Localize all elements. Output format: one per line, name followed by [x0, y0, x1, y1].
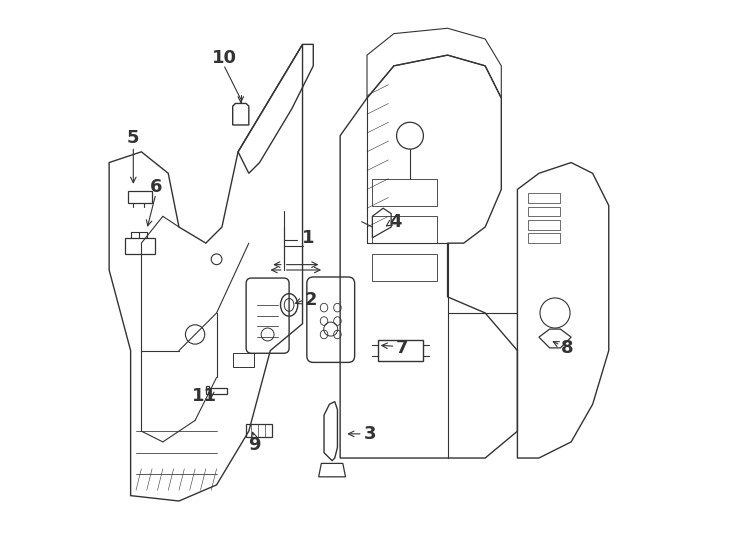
Text: 7: 7: [396, 339, 408, 357]
Text: 3: 3: [364, 425, 377, 443]
Text: 10: 10: [212, 49, 237, 67]
Text: 8: 8: [561, 339, 573, 357]
Text: 9: 9: [248, 436, 261, 454]
Text: 5: 5: [127, 130, 139, 147]
Text: 6: 6: [150, 178, 162, 195]
Text: 4: 4: [389, 213, 401, 231]
Text: 2: 2: [305, 291, 317, 308]
Text: 1: 1: [302, 229, 314, 247]
Text: 11: 11: [192, 387, 217, 405]
